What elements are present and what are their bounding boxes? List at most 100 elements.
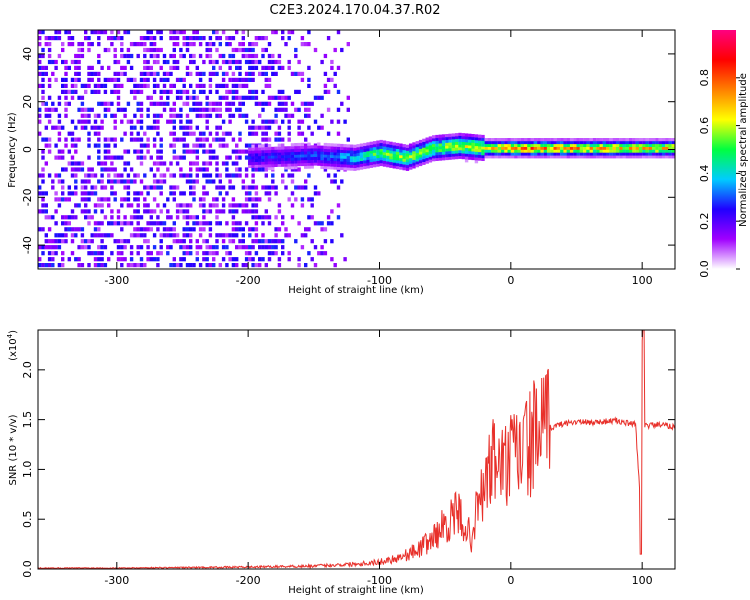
- heatmap-cell: [458, 144, 462, 148]
- heatmap-cell: [592, 149, 597, 153]
- heatmap-cell: [38, 191, 42, 196]
- heatmap-cell: [254, 161, 259, 165]
- heatmap-cell: [215, 71, 219, 76]
- heatmap-cell: [267, 119, 272, 124]
- heatmap-cell: [192, 107, 196, 112]
- heatmap-cell: [287, 65, 291, 70]
- heatmap-cell: [80, 233, 85, 238]
- heatmap-cell: [501, 138, 505, 142]
- heatmap-cell: [586, 155, 590, 159]
- heatmap-cell: [44, 239, 48, 244]
- heatmap-cell: [277, 125, 282, 130]
- heatmap-cell: [267, 146, 272, 151]
- y-tick-label: 0.5: [21, 510, 34, 528]
- heatmap-cell: [189, 42, 193, 47]
- heatmap-cell: [169, 119, 173, 124]
- heatmap-cell: [149, 209, 153, 214]
- heatmap-cell: [87, 47, 91, 53]
- heatmap-cell: [143, 65, 147, 70]
- heatmap-cell: [149, 185, 153, 190]
- heatmap-cell: [38, 107, 42, 112]
- heatmap-cell: [208, 161, 213, 166]
- heatmap-cell: [107, 197, 111, 202]
- heatmap-cell: [64, 221, 68, 226]
- heatmap-cell: [294, 53, 298, 59]
- heatmap-cell: [271, 179, 275, 184]
- heatmap-cell: [126, 239, 131, 244]
- heatmap-cell: [64, 167, 68, 172]
- heatmap-cell: [606, 146, 610, 150]
- heatmap-cell: [238, 113, 242, 118]
- heatmap-cell: [156, 263, 160, 268]
- heatmap-cell: [589, 138, 593, 142]
- heatmap-cell: [136, 197, 140, 202]
- heatmap-cell: [159, 137, 163, 142]
- heatmap-cell: [668, 152, 672, 156]
- heatmap-cell: [540, 152, 544, 156]
- heatmap-cell: [363, 145, 367, 149]
- heatmap-cell: [550, 143, 554, 147]
- heatmap-cell: [478, 137, 482, 141]
- heatmap-cell: [235, 167, 239, 172]
- heatmap-cell: [198, 245, 203, 250]
- heatmap-cell: [596, 152, 600, 156]
- heatmap-cell: [123, 131, 127, 136]
- heatmap-cell: [307, 156, 311, 161]
- heatmap-cell: [123, 53, 127, 59]
- heatmap-cell: [336, 158, 341, 162]
- heatmap-cell: [113, 197, 117, 202]
- heatmap-cell: [87, 137, 91, 142]
- heatmap-cell: [238, 83, 242, 88]
- heatmap-cell: [340, 166, 344, 171]
- heatmap-cell: [251, 125, 255, 130]
- colorbar-ticks: 0.00.20.40.60.8: [698, 69, 740, 278]
- heatmap-cell: [70, 89, 75, 94]
- heatmap-cell: [274, 233, 278, 238]
- heatmap-cell: [208, 155, 213, 160]
- heatmap-cell: [320, 251, 324, 256]
- heatmap-cell: [103, 155, 108, 160]
- heatmap-cell: [74, 59, 78, 65]
- heatmap-cell: [202, 251, 206, 256]
- heatmap-cell: [185, 221, 190, 226]
- heatmap-cell: [304, 107, 308, 112]
- heatmap-cell: [198, 167, 203, 172]
- heatmap-cell: [586, 138, 590, 142]
- heatmap-cell: [212, 71, 216, 76]
- heatmap-cell: [655, 149, 659, 153]
- heatmap-cell: [231, 257, 236, 262]
- heatmap-cell: [38, 209, 42, 214]
- heatmap-cell: [399, 152, 403, 156]
- heatmap-cell: [264, 137, 268, 142]
- heatmap-cell: [251, 167, 255, 172]
- heatmap-cell: [281, 215, 285, 220]
- heatmap-cell: [432, 138, 436, 142]
- heatmap-cell: [635, 149, 639, 153]
- heatmap-cell: [205, 149, 209, 154]
- heatmap-cell: [44, 71, 48, 76]
- heatmap-cell: [642, 140, 646, 145]
- heatmap-cell: [323, 157, 328, 161]
- heatmap-cell: [274, 163, 278, 167]
- heatmap-cell: [64, 143, 68, 148]
- heatmap-cell: [441, 145, 446, 149]
- heatmap-cell: [297, 131, 301, 136]
- heatmap-cell: [399, 160, 403, 164]
- heatmap-cell: [133, 149, 137, 154]
- heatmap-cell: [356, 161, 360, 165]
- heatmap-cell: [162, 71, 167, 76]
- heatmap-cell: [313, 191, 318, 196]
- heatmap-cell: [313, 148, 318, 152]
- heatmap-cell: [149, 36, 153, 41]
- heatmap-cell: [274, 239, 278, 244]
- heatmap-cell: [218, 113, 222, 118]
- heatmap-cell: [77, 59, 81, 65]
- heatmap-cell: [208, 131, 213, 136]
- heatmap-cell: [464, 159, 469, 163]
- heatmap-cell: [185, 101, 190, 106]
- heatmap-cell: [622, 155, 626, 159]
- heatmap-cell: [156, 119, 160, 124]
- heatmap-cell: [363, 157, 367, 161]
- heatmap-cell: [586, 146, 590, 150]
- heatmap-cell: [615, 155, 620, 159]
